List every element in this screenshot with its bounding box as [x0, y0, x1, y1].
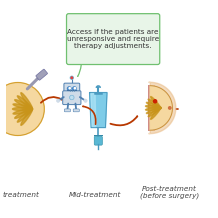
Circle shape	[0, 83, 44, 135]
Circle shape	[71, 77, 73, 78]
Ellipse shape	[13, 109, 32, 114]
FancyArrowPatch shape	[41, 97, 62, 103]
Ellipse shape	[17, 109, 32, 122]
Ellipse shape	[150, 93, 153, 97]
Circle shape	[71, 96, 73, 99]
FancyBboxPatch shape	[64, 83, 80, 93]
Ellipse shape	[15, 109, 32, 118]
Circle shape	[84, 99, 87, 102]
Ellipse shape	[17, 96, 32, 109]
Ellipse shape	[148, 107, 161, 117]
Circle shape	[169, 107, 171, 109]
FancyArrowPatch shape	[83, 106, 96, 124]
FancyArrowPatch shape	[111, 116, 137, 125]
Ellipse shape	[146, 106, 161, 109]
Ellipse shape	[146, 102, 161, 108]
Text: Access if the patients are
unresponsive and require
therapy adjustments.: Access if the patients are unresponsive …	[67, 29, 159, 49]
Ellipse shape	[151, 97, 161, 109]
Circle shape	[70, 76, 73, 79]
FancyBboxPatch shape	[94, 136, 102, 145]
FancyBboxPatch shape	[63, 91, 81, 105]
Ellipse shape	[150, 102, 153, 105]
Ellipse shape	[13, 104, 32, 109]
Circle shape	[56, 99, 60, 102]
Circle shape	[73, 87, 76, 90]
Ellipse shape	[148, 99, 161, 109]
FancyBboxPatch shape	[66, 14, 160, 65]
Polygon shape	[91, 94, 96, 126]
Text: Post-treatment
(before surgery): Post-treatment (before surgery)	[140, 186, 199, 199]
Ellipse shape	[21, 93, 32, 109]
Ellipse shape	[150, 111, 153, 114]
Ellipse shape	[12, 107, 32, 111]
Bar	[67, 90, 77, 91]
Circle shape	[69, 88, 70, 89]
Circle shape	[67, 87, 71, 90]
Text: Mid-treatment: Mid-treatment	[69, 192, 121, 198]
FancyBboxPatch shape	[36, 69, 48, 80]
Ellipse shape	[21, 109, 32, 125]
Polygon shape	[150, 86, 172, 130]
FancyBboxPatch shape	[148, 85, 155, 131]
Ellipse shape	[146, 107, 161, 110]
Bar	[94, 135, 103, 136]
FancyArrowPatch shape	[78, 65, 81, 76]
Circle shape	[70, 95, 74, 100]
Ellipse shape	[15, 100, 32, 109]
Ellipse shape	[150, 119, 153, 123]
FancyBboxPatch shape	[73, 109, 79, 112]
Ellipse shape	[151, 107, 161, 119]
Ellipse shape	[146, 107, 161, 114]
Polygon shape	[149, 82, 176, 134]
Polygon shape	[90, 93, 107, 128]
Circle shape	[153, 100, 157, 103]
Text: treatment: treatment	[3, 192, 39, 198]
Circle shape	[74, 88, 75, 89]
FancyBboxPatch shape	[64, 109, 70, 112]
